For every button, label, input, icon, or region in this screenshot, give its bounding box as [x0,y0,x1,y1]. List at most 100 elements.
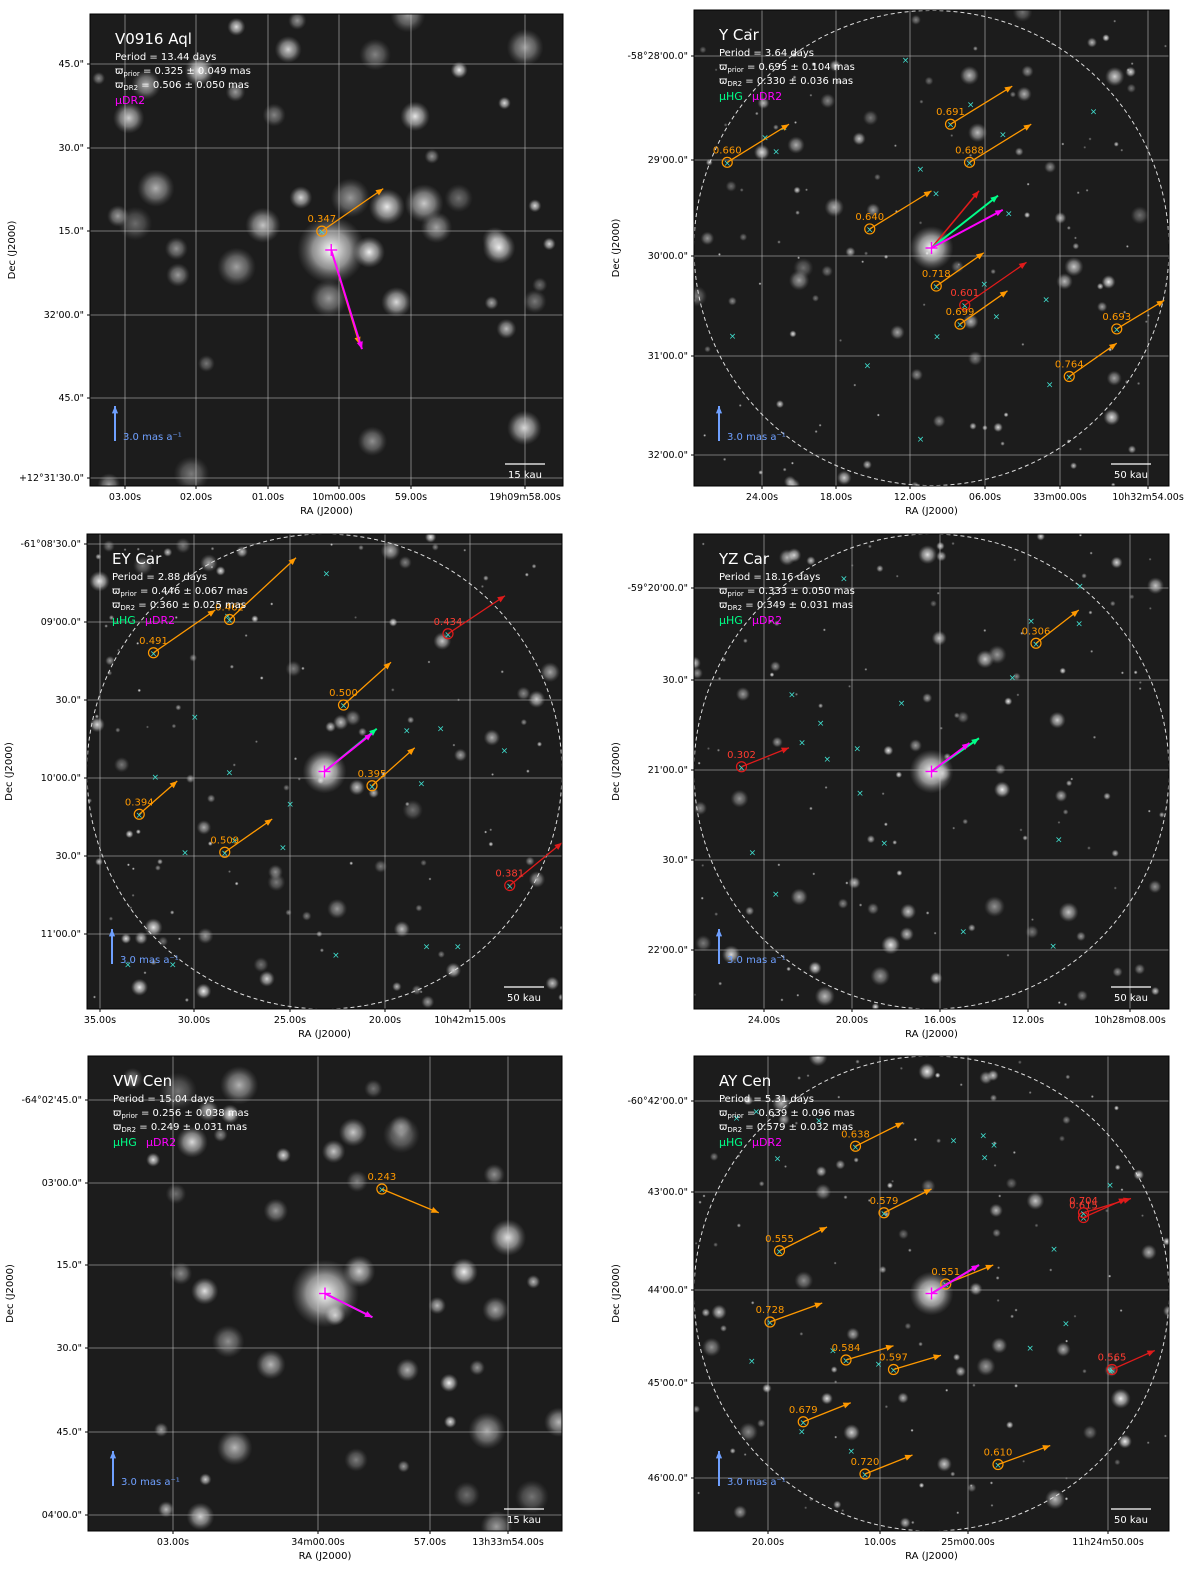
background-star [898,1228,909,1240]
background-star [1110,556,1123,569]
scale-arrow-label: 3.0 mas a⁻¹ [123,432,182,443]
x-axis-label: RA (J2000) [905,1551,958,1562]
background-star [191,1277,219,1305]
excluded-star-marker: × [279,843,287,853]
background-star [1022,835,1028,841]
background-star [895,574,899,578]
excluded-star-marker: × [840,575,848,585]
y-tick-label: 04'00.0" [42,1510,82,1521]
background-star [251,615,259,623]
background-star [163,547,173,557]
excluded-star-marker: × [854,744,862,754]
period-text: Period = 15.04 days [113,1094,214,1105]
mu-dr2-vector [931,209,1004,249]
legend-mu-hg: μHG [719,1136,743,1149]
excluded-star-marker: × [418,779,426,789]
neighbor-pm-vector [371,747,416,787]
x-tick-label: 25m00.00s [941,1537,995,1548]
background-star [738,403,742,407]
background-star [89,570,110,592]
background-star [199,1473,212,1486]
background-star [950,1471,956,1477]
excluded-star-marker: × [967,101,975,111]
neighbor-cross: × [150,649,158,659]
background-star [718,981,723,986]
excluded-star-marker: × [798,738,806,748]
background-star [520,718,528,726]
scale-bar-label: 50 kau [507,993,541,1004]
background-star [380,540,401,561]
background-star [157,858,163,865]
background-star [1108,1274,1112,1278]
background-star [922,692,933,704]
background-star [918,1341,923,1347]
background-star [867,1198,871,1203]
excluded-star-marker: × [856,789,864,799]
star-field [694,10,1167,486]
background-star [232,763,236,767]
neighbor-pm-vector [883,1188,932,1214]
background-star [833,1500,842,1509]
y-tick-label: 29'00.0" [648,155,688,166]
background-star [558,993,562,1002]
background-star [108,916,114,921]
background-star [929,600,937,608]
coordinate-grid [694,534,1169,1009]
x-axis-label: RA (J2000) [299,1551,352,1562]
neighbor-pm-vector-head [781,747,789,754]
background-star [714,912,719,917]
background-star [197,927,214,944]
neighbor-marker [1077,1207,1090,1219]
background-star [1073,236,1077,240]
neighbor-pm-vector-head [1018,262,1027,270]
background-star [848,684,852,688]
background-star [126,863,130,867]
excluded-star-marker: × [1027,617,1035,627]
background-star [309,279,348,318]
neighbor-cross: × [378,1186,386,1196]
neighbor-pm-vector [969,123,1032,163]
background-star [729,1447,736,1454]
background-star [145,725,149,729]
background-star [989,1094,998,1102]
neighbor-pm-vector [845,1345,894,1361]
y-tick-label: 32'00.0" [648,450,688,461]
background-star [267,864,283,880]
background-star [697,1491,701,1495]
background-star [439,1373,459,1393]
background-star [95,553,102,560]
background-star [884,1404,889,1409]
background-star [1163,1434,1167,1438]
background-star [1049,1268,1053,1272]
background-star [217,247,256,287]
background-star [480,1510,513,1531]
background-star [528,199,542,213]
background-star [1130,62,1134,66]
background-star [450,61,468,79]
neighbor-pm-vector-head [819,1227,827,1234]
background-star [993,781,1011,798]
background-star [484,295,499,310]
background-star [424,534,437,543]
background-star [907,1248,912,1253]
background-star [910,1428,914,1432]
y-tick-label: +12°31'30.0" [19,473,84,484]
scale-arrow-label: 3.0 mas a⁻¹ [120,955,179,966]
scale-arrow-label: 3.0 mas a⁻¹ [727,955,786,966]
neighbor-pm-vector-head [985,1264,994,1271]
background-star [794,120,798,124]
background-star [969,1282,983,1296]
background-star [739,188,744,192]
background-star [500,670,504,674]
y-tick-label: -59°20'00.0" [628,583,689,594]
neighbor-parallax-label: 0.704 [1069,1196,1098,1207]
mu-dr2-vector [330,249,363,350]
background-star [195,983,212,1000]
mu-hg-vector-head [971,738,979,746]
excluded-star-marker: × [749,849,757,859]
background-star [489,828,493,832]
background-star [1006,953,1010,957]
background-star [216,1429,253,1466]
background-star [381,286,412,318]
background-star [711,1304,727,1320]
